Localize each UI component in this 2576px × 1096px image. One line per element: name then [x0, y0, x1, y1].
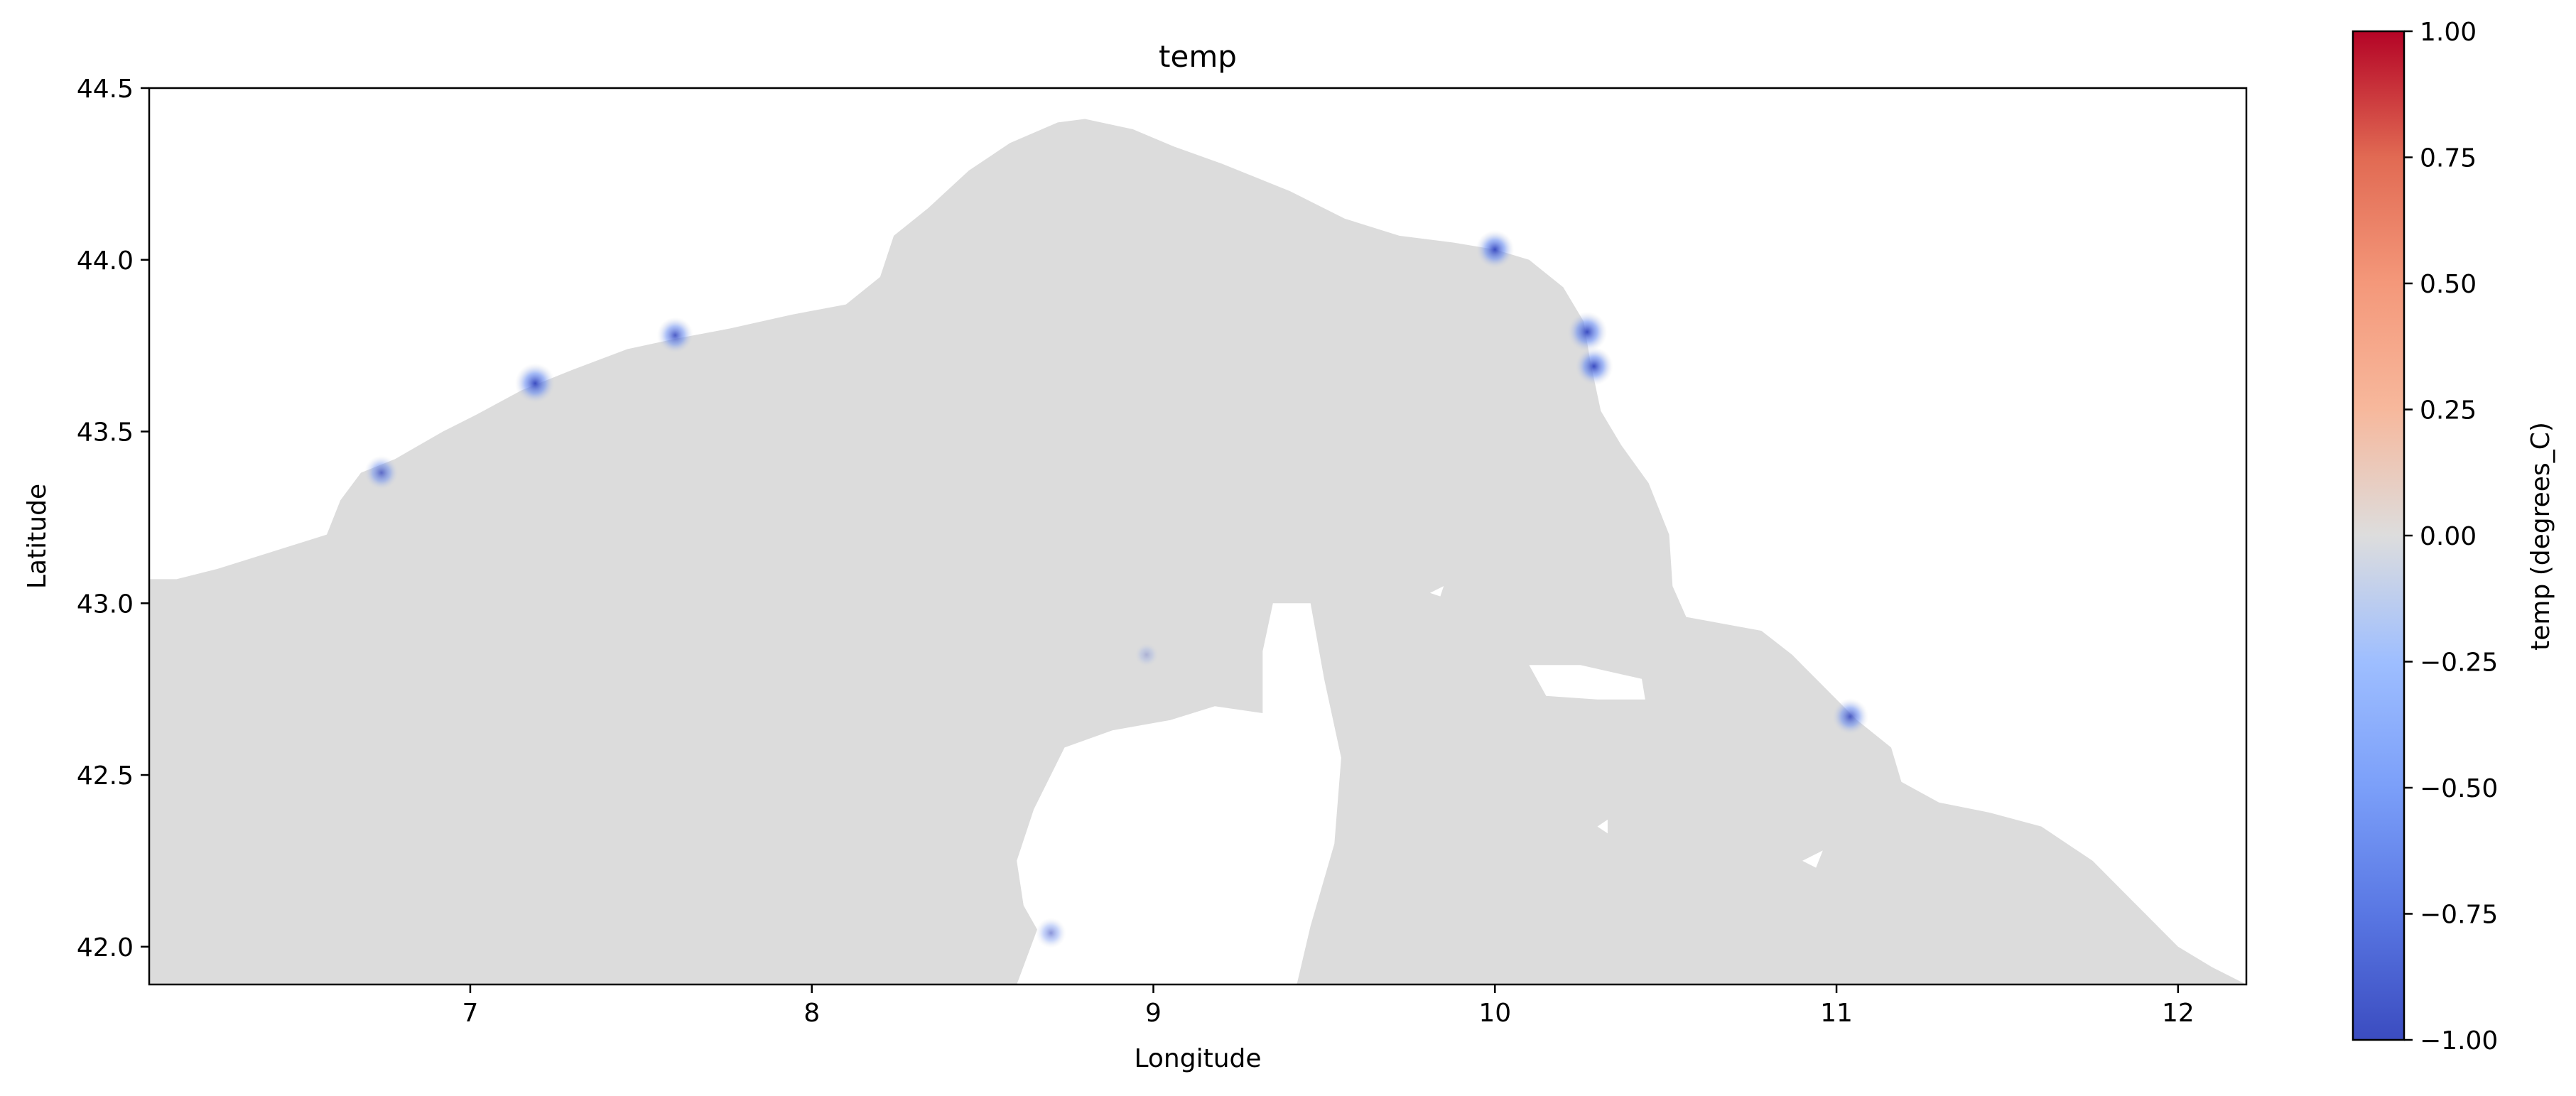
cold-anomaly-3	[1476, 230, 1515, 269]
x-tick-label: 7	[462, 999, 478, 1028]
cold-anomaly-6	[1035, 917, 1066, 949]
x-tick-label: 8	[803, 999, 820, 1028]
cold-anomaly-5	[1574, 347, 1613, 386]
colorbar-tick-label: −1.00	[2420, 1026, 2498, 1056]
colorbar-tick-label: −0.50	[2420, 774, 2498, 803]
plot-frame	[148, 87, 2248, 986]
y-axis-ticks: 42.0 42.5 43.0 43.5 44.0 44.5	[77, 75, 149, 962]
sea-field	[149, 119, 2246, 984]
x-axis-label: Longitude	[1134, 1044, 1261, 1073]
y-axis-label: Latitude	[23, 484, 52, 589]
x-tick-label: 9	[1145, 999, 1162, 1028]
temperature-field	[149, 119, 2246, 984]
cold-anomaly-1	[656, 317, 694, 354]
colorbar-label: temp (degrees_C)	[2526, 422, 2555, 651]
chart-title: temp	[1159, 39, 1237, 74]
x-axis-ticks: 7 8 9 10 11 12	[462, 984, 2195, 1028]
colorbar-tick-label: −0.75	[2420, 901, 2498, 930]
cold-anomaly-7	[1134, 642, 1159, 668]
y-tick-label: 44.0	[77, 246, 134, 276]
colorbar-ticks: 1.00 0.75 0.50 0.25 0.00 −0.25 −0.50 −0.75 −1.00	[2404, 18, 2498, 1056]
y-tick-label: 44.5	[77, 75, 134, 104]
y-tick-label: 43.5	[77, 418, 134, 447]
island-1	[1429, 586, 1444, 597]
colorbar-tick-label: 1.00	[2420, 18, 2477, 47]
cold-anomaly-8	[1831, 698, 1869, 735]
x-tick-label: 11	[1820, 999, 1853, 1028]
island-0	[1529, 665, 1645, 700]
y-tick-label: 43.0	[77, 590, 134, 619]
colorbar	[2352, 30, 2405, 1041]
y-tick-label: 42.5	[77, 761, 134, 791]
colorbar-tick-label: 0.25	[2420, 396, 2477, 425]
cold-anomaly-4	[1566, 311, 1608, 352]
island-2	[1802, 850, 1823, 868]
colorbar-tick-label: 0.50	[2420, 270, 2477, 299]
y-tick-label: 42.0	[77, 933, 134, 962]
colorbar-tick-label: 0.00	[2420, 522, 2477, 551]
island-3	[1597, 819, 1608, 834]
colorbar-tick-label: −0.25	[2420, 649, 2498, 678]
x-tick-label: 10	[1478, 999, 1511, 1028]
colorbar-tick-label: 0.75	[2420, 144, 2477, 173]
cold-anomaly-2	[364, 455, 399, 490]
cold-anomaly-0	[514, 363, 556, 404]
x-tick-label: 12	[2162, 999, 2195, 1028]
